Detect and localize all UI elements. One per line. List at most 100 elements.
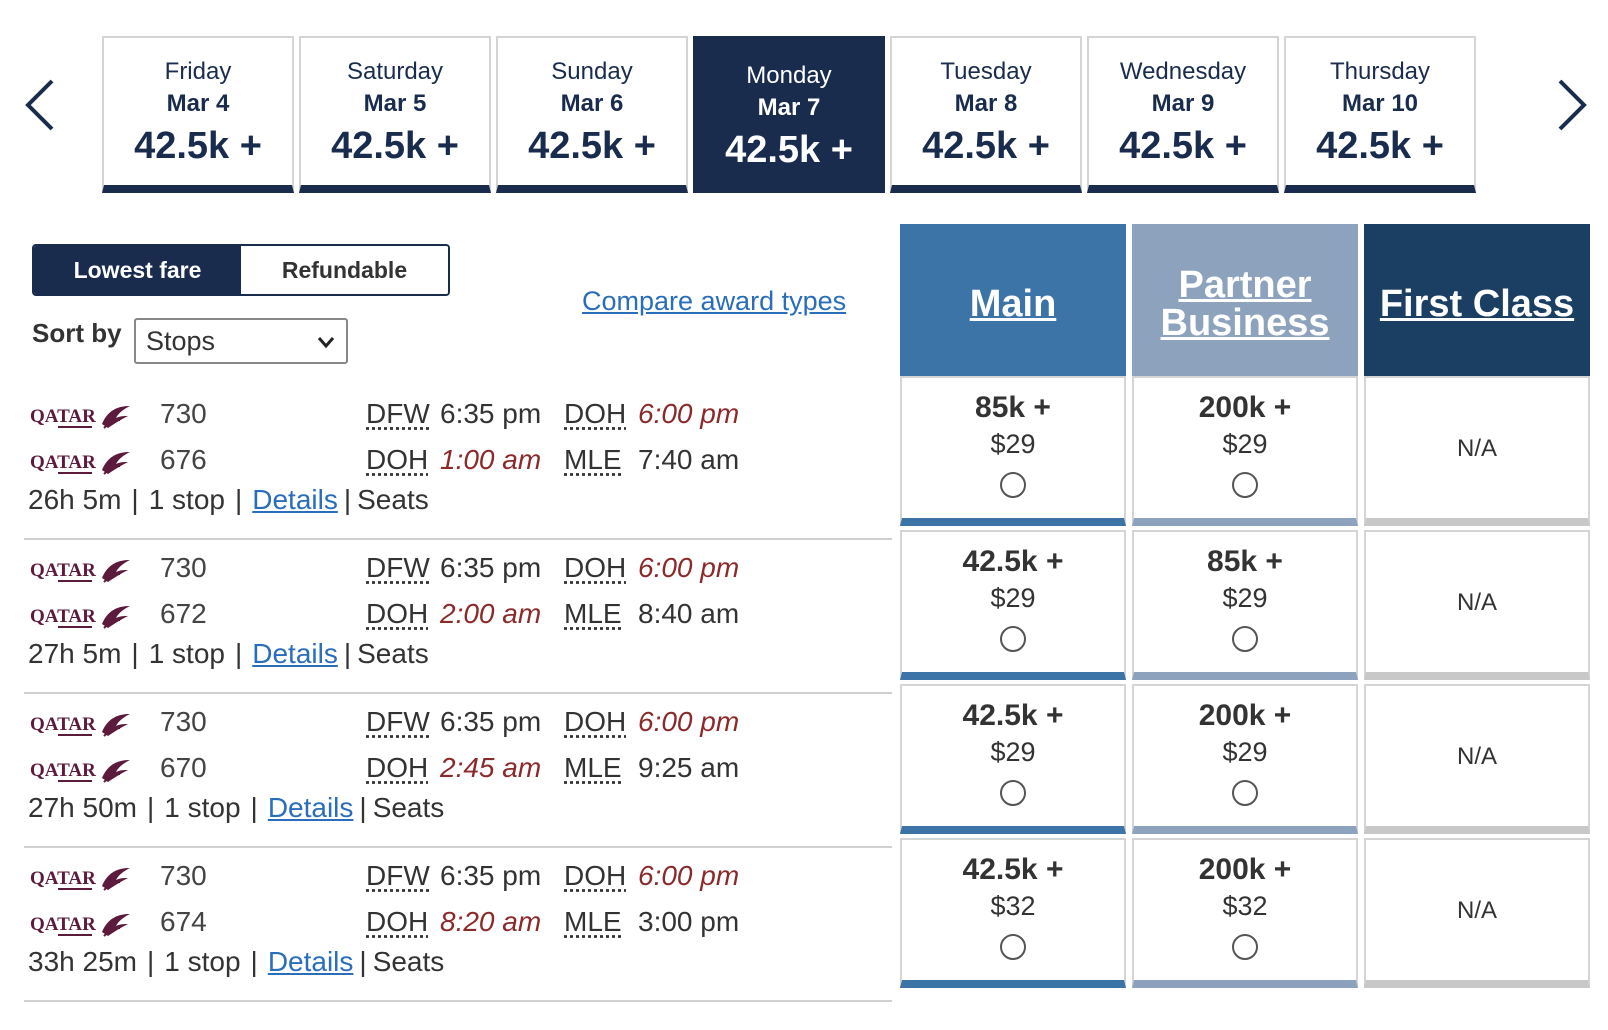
details-link[interactable]: Details (267, 946, 354, 977)
arrival-airport-code[interactable]: DOH (564, 398, 627, 429)
fare-radio-button[interactable] (1000, 472, 1026, 498)
trip-duration: 33h 25m (28, 946, 137, 977)
fare-cell-main[interactable]: 42.5k + $29 (900, 684, 1126, 834)
departure-time: 6:35 pm (440, 860, 542, 891)
fare-miles: 200k + (1198, 391, 1292, 424)
departure-airport-code[interactable]: DFW (366, 398, 430, 429)
flight-row: QATAR 730 DFW 6:35 pm DOH 6:00 pm QATAR … (24, 842, 892, 1002)
fare-not-available: N/A (1456, 589, 1497, 616)
svg-text:QATAR: QATAR (30, 760, 96, 781)
fare-radio-button[interactable] (1000, 780, 1026, 806)
fare-cell-partner-business[interactable]: 200k + $29 (1132, 684, 1358, 834)
flight-segment: QATAR 730 DFW 6:35 pm DOH 6:00 pm (30, 706, 890, 742)
qatar-airways-logo: QATAR (30, 406, 130, 429)
flight-segment: QATAR 730 DFW 6:35 pm DOH 6:00 pm (30, 398, 890, 434)
seats-link[interactable]: Seats (372, 946, 445, 977)
flight-number: 674 (160, 906, 207, 937)
lowest-fare-button[interactable]: Lowest fare (34, 246, 241, 294)
date-tab[interactable]: Thursday Mar 10 42.5k + (1284, 36, 1476, 193)
separator: | (131, 484, 139, 515)
fare-radio-button[interactable] (1232, 472, 1258, 498)
fare-cell-partner-business[interactable]: 200k + $32 (1132, 838, 1358, 988)
flight-segment: QATAR 730 DFW 6:35 pm DOH 6:00 pm (30, 552, 890, 588)
date-tab[interactable]: Sunday Mar 6 42.5k + (496, 36, 688, 193)
date-tab[interactable]: Tuesday Mar 8 42.5k + (890, 36, 1082, 193)
flight-row: QATAR 730 DFW 6:35 pm DOH 6:00 pm QATAR … (24, 380, 892, 540)
fare-fee: $29 (1222, 737, 1268, 767)
arrival-airport-code[interactable]: MLE (564, 598, 622, 629)
departure-airport-code[interactable]: DFW (366, 552, 430, 583)
date-lowest-price: 42.5k + (134, 125, 262, 167)
fare-cell-partner-business[interactable]: 200k + $29 (1132, 376, 1358, 526)
date-tab[interactable]: Friday Mar 4 42.5k + (102, 36, 294, 193)
date-month-day: Mar 4 (166, 90, 230, 117)
details-link[interactable]: Details (252, 484, 338, 515)
qatar-airways-logo: QATAR (30, 452, 130, 475)
compare-award-types-link[interactable]: Compare award types (582, 286, 847, 316)
fare-radio-button[interactable] (1232, 934, 1258, 960)
cabin-header-first-class[interactable]: First Class (1364, 224, 1590, 384)
departure-time: 2:00 am (440, 598, 542, 629)
date-tab[interactable]: Wednesday Mar 9 42.5k + (1087, 36, 1279, 193)
arrival-airport-code[interactable]: MLE (564, 444, 622, 475)
separator: | (234, 484, 243, 515)
fare-cell-first-class: N/A (1364, 838, 1590, 988)
departure-airport-code[interactable]: DFW (366, 860, 430, 891)
details-link[interactable]: Details (252, 638, 338, 669)
prev-dates-arrow-icon[interactable] (20, 75, 60, 135)
next-dates-arrow-icon[interactable] (1552, 75, 1592, 135)
fare-radio-button[interactable] (1232, 780, 1258, 806)
fare-type-toggle: Lowest fare Refundable (32, 244, 450, 296)
departure-airport-code[interactable]: DFW (366, 706, 430, 737)
arrival-airport-code[interactable]: DOH (564, 552, 627, 583)
svg-text:QATAR: QATAR (30, 606, 96, 627)
flight-number: 676 (160, 444, 207, 475)
fare-cell-main[interactable]: 85k + $29 (900, 376, 1126, 526)
seats-link[interactable]: Seats (372, 792, 445, 823)
fare-radio-button[interactable] (1000, 626, 1026, 652)
fare-cell-main[interactable]: 42.5k + $29 (900, 530, 1126, 680)
flight-number: 672 (160, 598, 207, 629)
departure-time: 2:45 am (440, 752, 542, 783)
date-month-day: Mar 8 (954, 90, 1018, 117)
date-lowest-price: 42.5k + (528, 125, 656, 167)
date-tab[interactable]: Monday Mar 7 42.5k + (693, 36, 885, 193)
flight-number: 730 (160, 706, 207, 737)
fare-cell-partner-business[interactable]: 85k + $29 (1132, 530, 1358, 680)
seats-link[interactable]: Seats (357, 484, 429, 515)
arrival-airport-code[interactable]: MLE (564, 752, 622, 783)
separator: | (250, 792, 258, 823)
arrival-airport-code[interactable]: DOH (564, 860, 627, 891)
fare-radio-button[interactable] (1232, 626, 1258, 652)
arrival-time: 8:40 am (638, 598, 740, 629)
seats-link[interactable]: Seats (357, 638, 429, 669)
fare-cell-first-class: N/A (1364, 530, 1590, 680)
details-link[interactable]: Details (267, 792, 354, 823)
fare-fee: $32 (990, 891, 1036, 921)
cabin-header-partner-business[interactable]: Partner Business (1132, 224, 1358, 384)
separator: | (234, 638, 243, 669)
arrival-time: 7:40 am (638, 444, 740, 475)
departure-airport-code[interactable]: DOH (366, 906, 429, 937)
svg-text:QATAR: QATAR (30, 406, 96, 427)
date-day: Wednesday (1119, 58, 1247, 85)
fare-radio-button[interactable] (1000, 934, 1026, 960)
departure-airport-code[interactable]: DOH (366, 752, 429, 783)
sort-select[interactable]: Stops (134, 318, 348, 364)
qatar-airways-logo: QATAR (30, 606, 130, 629)
trip-duration: 26h 5m (28, 484, 122, 515)
fare-cell-main[interactable]: 42.5k + $32 (900, 838, 1126, 988)
date-lowest-price: 42.5k + (331, 125, 459, 167)
date-day: Saturday (346, 58, 444, 85)
flight-summary: 26h 5m | 1 stop | Details | Seats (28, 484, 429, 516)
fare-miles: 200k + (1198, 853, 1292, 886)
cabin-header-main[interactable]: Main (900, 224, 1126, 384)
refundable-button[interactable]: Refundable (241, 246, 448, 294)
arrival-airport-code[interactable]: DOH (564, 706, 627, 737)
departure-airport-code[interactable]: DOH (366, 444, 429, 475)
date-selector: Friday Mar 4 42.5k + Saturday Mar 5 42.5k + Su… (102, 36, 1481, 193)
departure-airport-code[interactable]: DOH (366, 598, 429, 629)
date-tab[interactable]: Saturday Mar 5 42.5k + (299, 36, 491, 193)
arrival-airport-code[interactable]: MLE (564, 906, 622, 937)
date-lowest-price: 42.5k + (1119, 125, 1247, 167)
